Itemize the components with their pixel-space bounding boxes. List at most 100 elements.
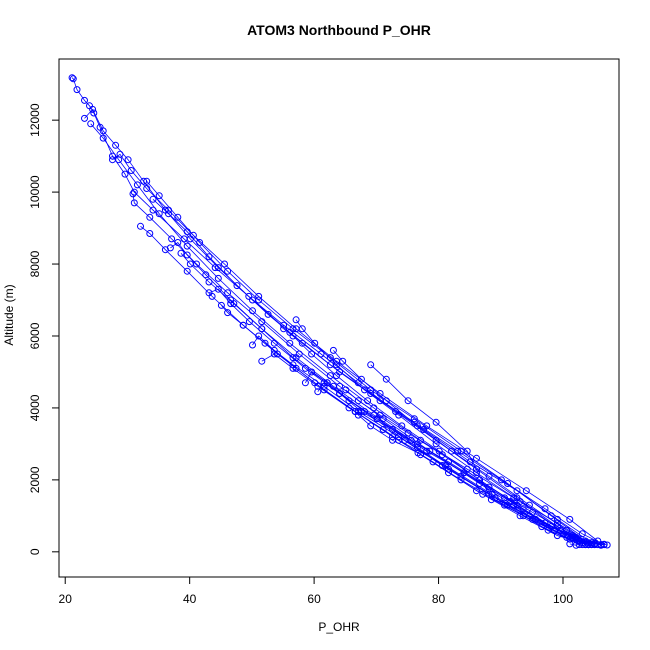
data-point — [233, 282, 241, 290]
data-point — [149, 195, 157, 203]
data-point — [413, 422, 421, 430]
plot-area — [68, 74, 611, 549]
data-point — [345, 397, 353, 405]
data-point — [255, 332, 263, 340]
data-point — [429, 458, 437, 466]
data-point — [270, 350, 278, 358]
data-point — [525, 501, 533, 509]
data-point — [420, 426, 428, 433]
data-point — [183, 251, 191, 259]
data-point — [333, 361, 340, 369]
data-point — [603, 541, 611, 549]
y-tick-label: 0 — [28, 548, 42, 555]
data-point — [177, 249, 185, 257]
data-point — [541, 519, 549, 527]
data-point — [476, 476, 484, 484]
data-point — [202, 271, 210, 279]
data-point — [395, 411, 403, 419]
data-point — [99, 127, 107, 135]
series-line — [283, 328, 592, 544]
data-point — [389, 433, 396, 441]
plot-frame — [58, 58, 620, 578]
data-point — [143, 177, 151, 185]
data-point — [298, 339, 306, 347]
data-point — [342, 386, 350, 394]
data-point — [364, 397, 372, 405]
data-point — [146, 230, 154, 237]
data-point — [432, 440, 440, 448]
data-point — [214, 285, 222, 293]
data-point — [301, 364, 309, 372]
data-point — [578, 539, 586, 547]
data-point — [109, 156, 116, 164]
data-point — [174, 239, 182, 246]
data-point — [432, 418, 440, 426]
data-point — [245, 318, 253, 326]
y-tick-label: 12000 — [28, 103, 42, 137]
data-point — [81, 96, 88, 104]
data-point — [407, 436, 415, 444]
data-point — [186, 260, 194, 268]
data-point — [239, 321, 247, 329]
data-point — [333, 372, 340, 380]
data-point — [553, 515, 561, 523]
series-line — [370, 364, 605, 545]
data-point — [214, 264, 222, 272]
series-13 — [258, 350, 586, 549]
data-point — [155, 210, 163, 218]
series-line — [295, 319, 589, 545]
data-point — [320, 379, 328, 387]
data-point — [522, 487, 530, 495]
data-point — [566, 540, 574, 548]
data-point — [89, 105, 97, 113]
x-tick-label: 80 — [432, 592, 446, 606]
data-point — [245, 292, 253, 300]
data-point — [572, 541, 580, 549]
data-point — [382, 375, 390, 383]
data-point — [314, 388, 322, 396]
data-point — [183, 267, 191, 275]
data-point — [320, 386, 328, 394]
series-line — [84, 108, 605, 545]
data-point — [473, 454, 480, 462]
data-point — [382, 397, 390, 405]
series-line — [333, 350, 592, 545]
data-point — [205, 289, 213, 297]
data-point — [289, 364, 297, 372]
data-point — [501, 494, 508, 502]
data-point — [224, 267, 232, 275]
data-point — [224, 309, 232, 317]
data-point — [133, 181, 141, 189]
data-point — [414, 449, 422, 457]
data-point — [329, 346, 337, 354]
data-point — [68, 74, 76, 82]
data-point — [389, 426, 396, 433]
data-point — [255, 292, 263, 300]
data-point — [258, 318, 266, 326]
data-point — [410, 415, 418, 423]
series-line — [317, 382, 595, 545]
data-point — [289, 354, 297, 362]
data-point — [292, 316, 300, 324]
data-point — [73, 86, 81, 94]
data-point — [463, 447, 471, 455]
series-line — [358, 414, 589, 545]
data-point — [547, 512, 555, 520]
series-10 — [205, 285, 589, 549]
data-point — [308, 350, 316, 358]
series-3 — [109, 150, 602, 545]
data-point — [270, 339, 278, 347]
data-point — [367, 390, 375, 397]
data-point — [572, 533, 580, 541]
series-7 — [143, 177, 589, 545]
data-point — [289, 332, 297, 340]
series-21 — [367, 361, 608, 549]
data-point — [280, 325, 288, 333]
data-point — [367, 422, 375, 430]
series-1 — [81, 105, 608, 549]
data-point — [298, 325, 306, 333]
data-point — [109, 152, 116, 160]
series-line — [90, 123, 589, 544]
data-point — [591, 540, 599, 547]
